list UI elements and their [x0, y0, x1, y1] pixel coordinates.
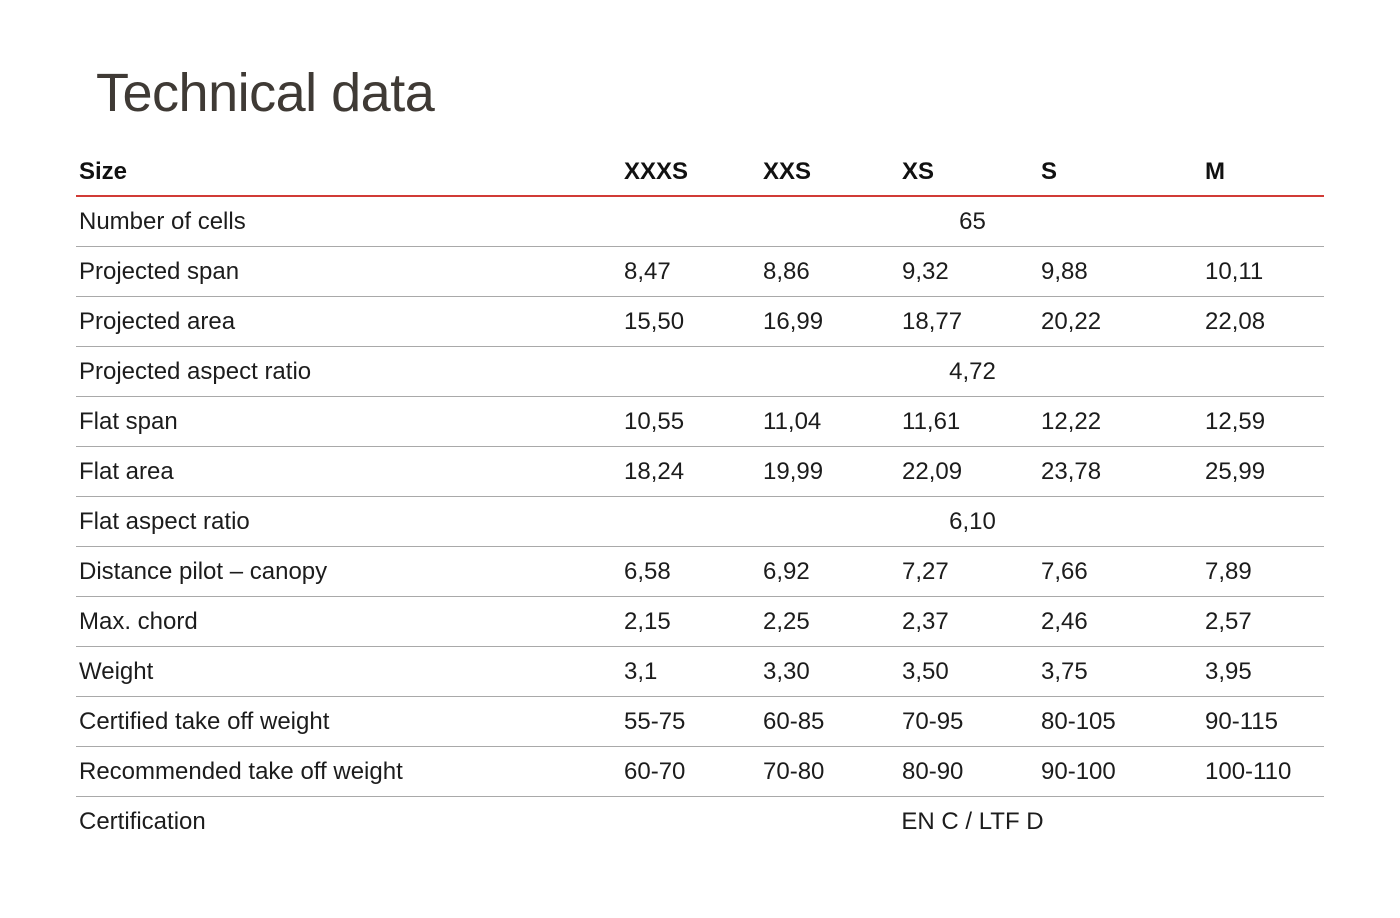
cell-value: 2,25 — [760, 596, 899, 647]
cell-value: 90-100 — [1038, 746, 1202, 797]
page-title: Technical data — [96, 63, 435, 123]
row-label: Projected aspect ratio — [76, 346, 621, 397]
table-row: Flat area 18,24 19,99 22,09 23,78 25,99 — [76, 446, 1324, 497]
header-size-xxxs: XXXS — [621, 148, 760, 197]
cell-value: 9,32 — [899, 246, 1038, 297]
row-label: Weight — [76, 646, 621, 697]
cell-value: 3,1 — [621, 646, 760, 697]
cell-value: 9,88 — [1038, 246, 1202, 297]
table-row: Max. chord 2,15 2,25 2,37 2,46 2,57 — [76, 596, 1324, 647]
cell-value: 11,04 — [760, 396, 899, 447]
header-size-xxs: XXS — [760, 148, 899, 197]
technical-data-table: Size XXXS XXS XS S M Number of cells 65 … — [76, 148, 1324, 846]
row-merged-value: 6,10 — [621, 496, 1324, 547]
cell-value: 7,27 — [899, 546, 1038, 597]
header-size-m: M — [1202, 148, 1324, 197]
row-label: Flat span — [76, 396, 621, 447]
header-size-s: S — [1038, 148, 1202, 197]
table-row: Projected area 15,50 16,99 18,77 20,22 2… — [76, 296, 1324, 347]
table-body: Number of cells 65 Projected span 8,47 8… — [76, 196, 1324, 846]
cell-value: 7,89 — [1202, 546, 1324, 597]
cell-value: 2,57 — [1202, 596, 1324, 647]
cell-value: 2,37 — [899, 596, 1038, 647]
row-label: Flat area — [76, 446, 621, 497]
table-row: Certification EN C / LTF D — [76, 797, 1324, 847]
table-row: Certified take off weight 55-75 60-85 70… — [76, 696, 1324, 747]
cell-value: 3,50 — [899, 646, 1038, 697]
cell-value: 19,99 — [760, 446, 899, 497]
header-size-label: Size — [76, 148, 621, 197]
cell-value: 80-90 — [899, 746, 1038, 797]
row-label: Max. chord — [76, 596, 621, 647]
header-size-xs: XS — [899, 148, 1038, 197]
cell-value: 3,30 — [760, 646, 899, 697]
table-row: Projected span 8,47 8,86 9,32 9,88 10,11 — [76, 246, 1324, 297]
cell-value: 16,99 — [760, 296, 899, 347]
cell-value: 3,75 — [1038, 646, 1202, 697]
table-row: Number of cells 65 — [76, 196, 1324, 247]
cell-value: 2,15 — [621, 596, 760, 647]
cell-value: 60-85 — [760, 696, 899, 747]
cell-value: 7,66 — [1038, 546, 1202, 597]
cell-value: 70-95 — [899, 696, 1038, 747]
table-row: Recommended take off weight 60-70 70-80 … — [76, 746, 1324, 797]
cell-value: 23,78 — [1038, 446, 1202, 497]
row-label: Number of cells — [76, 196, 621, 247]
cell-value: 8,47 — [621, 246, 760, 297]
cell-value: 6,92 — [760, 546, 899, 597]
header-row: Size XXXS XXS XS S M — [76, 148, 1324, 197]
cell-value: 3,95 — [1202, 646, 1324, 697]
row-label: Projected area — [76, 296, 621, 347]
cell-value: 6,58 — [621, 546, 760, 597]
table-row: Projected aspect ratio 4,72 — [76, 346, 1324, 397]
cell-value: 60-70 — [621, 746, 760, 797]
row-merged-value: 65 — [621, 196, 1324, 247]
row-label: Certified take off weight — [76, 696, 621, 747]
row-label: Flat aspect ratio — [76, 496, 621, 547]
cell-value: 10,11 — [1202, 246, 1324, 297]
cell-value: 2,46 — [1038, 596, 1202, 647]
cell-value: 11,61 — [899, 396, 1038, 447]
cell-value: 12,59 — [1202, 396, 1324, 447]
cell-value: 70-80 — [760, 746, 899, 797]
cell-value: 10,55 — [621, 396, 760, 447]
cell-value: 22,09 — [899, 446, 1038, 497]
row-merged-value: EN C / LTF D — [901, 807, 1044, 835]
table-row: Distance pilot – canopy 6,58 6,92 7,27 7… — [76, 546, 1324, 597]
cell-value: 18,24 — [621, 446, 760, 497]
cell-value: 80-105 — [1038, 696, 1202, 747]
cell-value: 8,86 — [760, 246, 899, 297]
row-label: Distance pilot – canopy — [76, 546, 621, 597]
cell-value: 18,77 — [899, 296, 1038, 347]
cell-value: 22,08 — [1202, 296, 1324, 347]
row-merged-value: 4,72 — [621, 346, 1324, 397]
table-header: Size XXXS XXS XS S M — [76, 148, 1324, 197]
cell-value: 100-110 — [1202, 746, 1324, 797]
cell-value: 12,22 — [1038, 396, 1202, 447]
table-row: Flat span 10,55 11,04 11,61 12,22 12,59 — [76, 396, 1324, 447]
row-label: Projected span — [76, 246, 621, 297]
row-label: Recommended take off weight — [76, 746, 621, 797]
cell-value: 55-75 — [621, 696, 760, 747]
cell-value: 20,22 — [1038, 296, 1202, 347]
table-row: Flat aspect ratio 6,10 — [76, 496, 1324, 547]
cell-value: 15,50 — [621, 296, 760, 347]
cell-value: 25,99 — [1202, 446, 1324, 497]
row-label: Certification — [79, 807, 206, 835]
table-row: Weight 3,1 3,30 3,50 3,75 3,95 — [76, 646, 1324, 697]
cell-value: 90-115 — [1202, 696, 1324, 747]
